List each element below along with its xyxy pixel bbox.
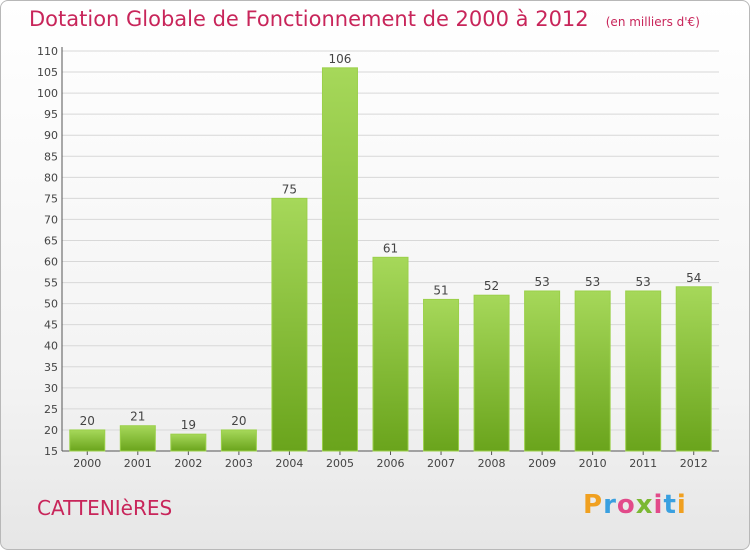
chart-subtitle: (en milliers d'€) <box>605 15 700 29</box>
logo-letter: i <box>653 490 664 520</box>
y-tick-label: 25 <box>44 403 58 416</box>
x-tick-label: 2009 <box>528 457 556 470</box>
y-tick-label: 70 <box>44 213 58 226</box>
y-tick-label: 90 <box>44 129 58 142</box>
bar-2001 <box>119 425 156 452</box>
logo-letter: t <box>663 490 677 520</box>
commune-name: CATTENIèRES <box>37 496 173 520</box>
bar-2004 <box>271 197 308 452</box>
x-tick-label: 2007 <box>427 457 455 470</box>
x-tick-label: 2002 <box>174 457 202 470</box>
y-tick-label: 95 <box>44 108 58 121</box>
title-row: Dotation Globale de Fonctionnement de 20… <box>29 7 700 31</box>
y-tick-label: 60 <box>44 256 58 269</box>
y-tick-label: 75 <box>44 192 58 205</box>
logo-letter: P <box>583 490 604 520</box>
y-tick-label: 20 <box>44 424 58 437</box>
bar-2005 <box>321 67 358 452</box>
bar-2007 <box>423 298 460 452</box>
data-label: 54 <box>686 271 701 285</box>
bar-2011 <box>625 290 662 452</box>
data-label: 53 <box>534 275 549 289</box>
bar-2008 <box>473 294 510 452</box>
data-label: 52 <box>484 279 499 293</box>
y-tick-label: 50 <box>44 298 58 311</box>
x-tick-label: 2011 <box>629 457 657 470</box>
bar-2010 <box>574 290 611 452</box>
y-tick-label: 30 <box>44 382 58 395</box>
x-tick-label: 2008 <box>478 457 506 470</box>
data-label: 106 <box>329 52 352 66</box>
y-tick-label: 105 <box>37 66 58 79</box>
bar-2012 <box>675 286 712 452</box>
data-label: 19 <box>181 418 196 432</box>
bar-2009 <box>524 290 561 452</box>
x-tick-label: 2000 <box>73 457 101 470</box>
logo-letter: o <box>616 490 636 520</box>
x-tick-label: 2003 <box>225 457 253 470</box>
data-label: 21 <box>130 410 145 424</box>
data-labels: 20 21 19 20 75 106 61 51 52 53 53 53 54 <box>80 52 702 432</box>
x-tick-label: 2005 <box>326 457 354 470</box>
y-tick-label: 100 <box>37 87 58 100</box>
proxiti-logo: Proxiti <box>583 490 687 520</box>
data-label: 51 <box>433 283 448 297</box>
bar-2000 <box>69 429 106 452</box>
y-tick-label: 110 <box>37 45 58 58</box>
axes: 15 20 25 30 35 40 45 50 55 60 65 70 75 80 85 90 95 100 105… <box>37 45 719 470</box>
y-tick-label: 55 <box>44 277 58 290</box>
data-label: 53 <box>585 275 600 289</box>
data-label: 61 <box>383 241 398 255</box>
bar-2006 <box>372 256 409 452</box>
y-tick-label: 85 <box>44 150 58 163</box>
data-label: 20 <box>80 414 95 428</box>
bar-2003 <box>220 429 257 452</box>
x-tick-label: 2010 <box>579 457 607 470</box>
y-tick-label: 65 <box>44 234 58 247</box>
y-tick-label: 15 <box>44 445 58 458</box>
y-tick-label: 45 <box>44 319 58 332</box>
chart-title: Dotation Globale de Fonctionnement de 20… <box>29 7 589 31</box>
logo-letter: r <box>603 490 617 520</box>
logo-letter: x <box>635 490 654 520</box>
bar-chart: 15 20 25 30 35 40 45 50 55 60 65 70 75 80 85 90 95 100 105… <box>37 45 719 470</box>
bar-2002 <box>170 433 207 452</box>
x-tick-label: 2006 <box>377 457 405 470</box>
y-tick-label: 35 <box>44 361 58 374</box>
logo-letter: i <box>676 490 687 520</box>
data-label: 75 <box>282 182 297 196</box>
x-tick-label: 2001 <box>124 457 152 470</box>
data-label: 20 <box>231 414 246 428</box>
x-tick-label: 2012 <box>680 457 708 470</box>
y-tick-label: 40 <box>44 340 58 353</box>
x-tick-label: 2004 <box>275 457 303 470</box>
bars <box>69 67 712 452</box>
data-label: 53 <box>636 275 651 289</box>
y-tick-label: 80 <box>44 171 58 184</box>
